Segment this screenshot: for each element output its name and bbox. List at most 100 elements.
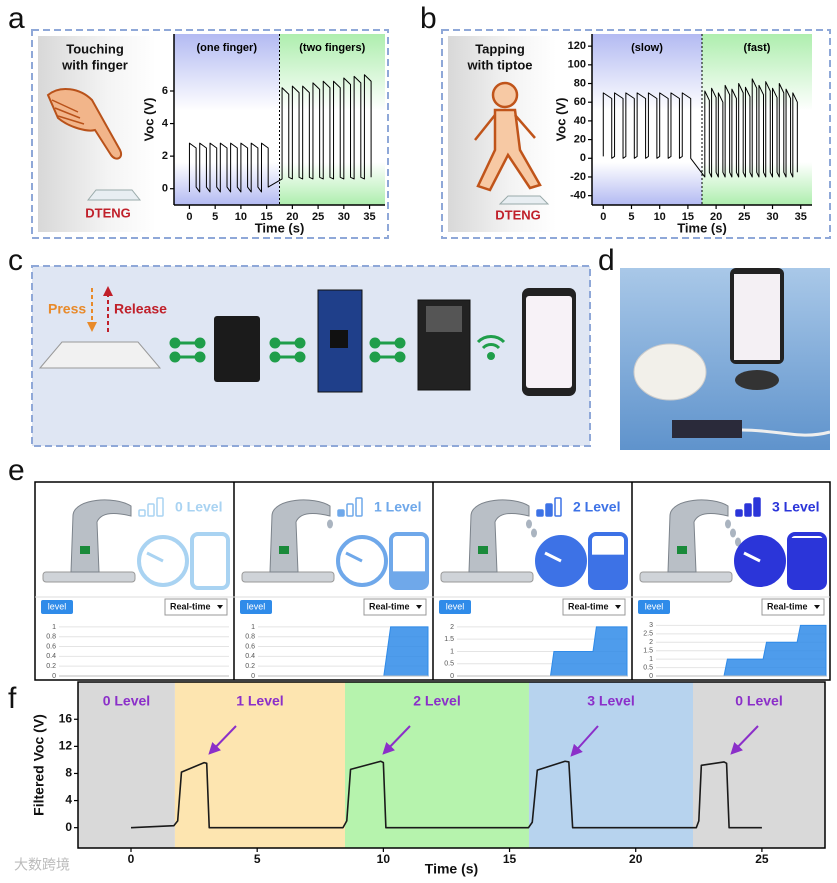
y-tick-label: 0.6 bbox=[46, 643, 56, 650]
y-tick-label: 0 bbox=[162, 183, 168, 195]
faucet-sensor bbox=[478, 546, 488, 554]
x-tick-label: 5 bbox=[628, 211, 634, 223]
y-tick-label: 0.4 bbox=[245, 653, 255, 660]
y-tick-label: 60 bbox=[574, 96, 586, 108]
press-label: Press bbox=[48, 301, 86, 317]
y-tick-label: 0.5 bbox=[444, 661, 454, 668]
wifi-icon bbox=[476, 335, 506, 360]
menu bbox=[761, 598, 825, 616]
level-bar bbox=[337, 509, 345, 517]
x-tick-label: 25 bbox=[738, 211, 750, 223]
level-badge-text: level bbox=[645, 601, 664, 611]
faucet-body bbox=[667, 499, 729, 573]
y-tick-label: 0.2 bbox=[46, 663, 56, 670]
y-axis-label: Voc (V) bbox=[553, 98, 568, 142]
annotation-arrow bbox=[570, 725, 599, 757]
annotation-arrow bbox=[208, 725, 237, 755]
y-tick-label: 0 bbox=[52, 673, 56, 680]
x-tick-label: 35 bbox=[363, 211, 375, 223]
level-panel: 0 Level level Real-time bbox=[41, 497, 230, 616]
y-tick-label: 0 bbox=[65, 820, 72, 834]
gauge-needle bbox=[345, 551, 363, 563]
annotation-arrow bbox=[730, 725, 759, 755]
device-label: DTENG bbox=[85, 205, 131, 220]
x-tick-label: 5 bbox=[212, 211, 218, 223]
x-tick-label: 30 bbox=[338, 211, 350, 223]
y-tick-label: 0.8 bbox=[245, 634, 255, 641]
level-bar bbox=[346, 503, 354, 517]
menu bbox=[562, 598, 626, 616]
y-axis-label: Voc (V) bbox=[141, 98, 156, 142]
level-bar bbox=[753, 497, 761, 517]
y-tick-label: 2 bbox=[450, 624, 454, 631]
level-bar bbox=[735, 509, 743, 517]
level-label: 1 Level bbox=[374, 499, 421, 515]
menu-arrow bbox=[814, 605, 820, 609]
menu-arrow bbox=[615, 605, 621, 609]
level-panel: 2 Level level Real-time bbox=[439, 497, 628, 616]
y-tick-label: 0.5 bbox=[643, 664, 653, 671]
tank-fill bbox=[791, 538, 823, 588]
x-tick-label: 15 bbox=[261, 211, 273, 223]
x-tick-label: 10 bbox=[235, 211, 247, 223]
level-bar bbox=[744, 503, 752, 517]
level-label: 3 Level bbox=[772, 499, 819, 515]
x-tick-label: 35 bbox=[795, 211, 807, 223]
level-bar bbox=[554, 497, 562, 517]
menu-arrow bbox=[416, 605, 422, 609]
caption: with tiptoe bbox=[467, 57, 533, 72]
y-tick-label: 3 bbox=[649, 622, 653, 629]
region-label: 2 Level bbox=[413, 693, 460, 709]
gauge-needle bbox=[544, 551, 562, 563]
device-label: DTENG bbox=[495, 207, 541, 222]
y-tick-label: 2 bbox=[162, 150, 168, 162]
panel-letter: b bbox=[420, 2, 437, 35]
x-tick-label: 25 bbox=[755, 852, 769, 866]
tank-icon bbox=[190, 532, 230, 590]
level-badge bbox=[638, 600, 670, 614]
gauge-needle bbox=[146, 551, 164, 563]
level-bar bbox=[545, 503, 553, 517]
y-tick-label: 40 bbox=[574, 115, 586, 127]
faucet-plate bbox=[639, 571, 733, 583]
panel-letter: a bbox=[8, 2, 25, 35]
region-label: (fast) bbox=[744, 42, 771, 54]
faucet-body bbox=[468, 499, 530, 573]
y-tick-label: 0 bbox=[649, 673, 653, 680]
y-tick-label: 0 bbox=[450, 673, 454, 680]
menu-arrow bbox=[217, 605, 223, 609]
y-tick-label: 16 bbox=[59, 711, 73, 725]
menu-text: Real-time bbox=[369, 601, 410, 611]
caption: with finger bbox=[61, 57, 128, 72]
menu-text: Real-time bbox=[767, 601, 808, 611]
processor-chip bbox=[330, 330, 348, 348]
faucet-plate bbox=[440, 571, 534, 583]
x-tick-label: 10 bbox=[654, 211, 666, 223]
region-label: (one finger) bbox=[197, 42, 258, 54]
photo-boards bbox=[672, 420, 742, 438]
level-bar bbox=[355, 497, 363, 517]
y-tick-label: 6 bbox=[162, 85, 168, 97]
region bbox=[78, 682, 175, 848]
watermark: 大数跨境 bbox=[14, 857, 70, 873]
area bbox=[457, 626, 628, 677]
x-tick-label: 30 bbox=[766, 211, 778, 223]
level-label: 2 Level bbox=[573, 499, 620, 515]
photo-sensor bbox=[633, 343, 707, 401]
region bbox=[592, 34, 702, 205]
faucet-body bbox=[269, 499, 331, 573]
panel-letter: d bbox=[598, 244, 615, 277]
water-drop bbox=[725, 519, 731, 529]
menu bbox=[363, 598, 427, 616]
release-label: Release bbox=[114, 301, 167, 317]
water-drop bbox=[531, 528, 537, 538]
x-tick-label: 0 bbox=[186, 211, 192, 223]
region bbox=[693, 682, 825, 848]
y-tick-label: 0.4 bbox=[46, 653, 56, 660]
panel-letter: c bbox=[8, 244, 23, 277]
y-tick-label: 0 bbox=[251, 673, 255, 680]
y-tick-label: 1.5 bbox=[643, 648, 653, 655]
region bbox=[345, 682, 529, 848]
panel-letter: f bbox=[8, 682, 17, 715]
